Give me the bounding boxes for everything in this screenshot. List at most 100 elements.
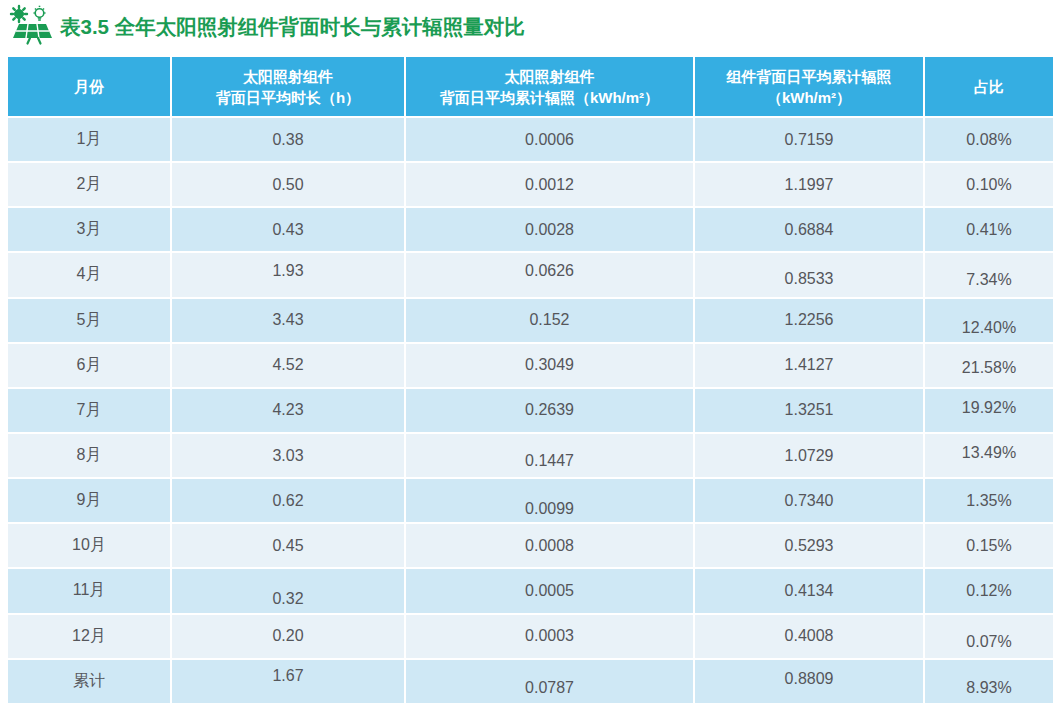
value-cell: 0.07% — [925, 615, 1053, 658]
cell-value: 3.03 — [272, 447, 303, 465]
month-cell: 10月 — [8, 524, 170, 567]
cell-value: 0.8809 — [785, 670, 834, 688]
row-label: 7月 — [77, 400, 102, 421]
cell-value: 0.6884 — [785, 221, 834, 239]
value-cell: 12.40% — [925, 299, 1053, 342]
value-cell: 1.4127 — [695, 344, 923, 387]
value-cell: 3.43 — [172, 299, 404, 342]
value-cell: 19.92% — [925, 389, 1053, 432]
cell-value: 3.43 — [272, 311, 303, 329]
cell-value: 7.34% — [966, 271, 1011, 289]
cell-value: 0.0003 — [525, 627, 574, 645]
value-cell: 0.8809 — [695, 660, 923, 703]
month-cell: 6月 — [8, 344, 170, 387]
cell-value: 0.62 — [272, 492, 303, 510]
value-cell: 0.08% — [925, 118, 1053, 161]
value-cell: 1.35% — [925, 479, 1053, 522]
row-label: 9月 — [77, 490, 102, 511]
cell-value: 1.4127 — [785, 356, 834, 374]
cell-value: 1.0729 — [785, 447, 834, 465]
month-cell: 累计 — [8, 660, 170, 703]
row-label: 4月 — [77, 264, 102, 285]
cell-value: 0.0005 — [525, 582, 574, 600]
value-cell: 0.152 — [406, 299, 693, 342]
cell-value: 0.0787 — [525, 679, 574, 697]
value-cell: 0.0006 — [406, 118, 693, 161]
value-cell: 1.67 — [172, 660, 404, 703]
value-cell: 0.0099 — [406, 479, 693, 522]
cell-value: 0.08% — [966, 131, 1011, 149]
value-cell: 3.03 — [172, 434, 404, 477]
value-cell: 0.15% — [925, 524, 1053, 567]
cell-value: 0.0008 — [525, 537, 574, 555]
cell-value: 0.0099 — [525, 500, 574, 518]
row-label: 6月 — [77, 355, 102, 376]
value-cell: 0.0008 — [406, 524, 693, 567]
cell-value: 4.23 — [272, 401, 303, 419]
value-cell: 0.32 — [172, 569, 404, 612]
cell-value: 1.1997 — [785, 176, 834, 194]
cell-value: 0.5293 — [785, 537, 834, 555]
row-label: 10月 — [72, 535, 106, 556]
value-cell: 13.49% — [925, 434, 1053, 477]
value-cell: 4.23 — [172, 389, 404, 432]
row-label: 8月 — [77, 445, 102, 466]
month-cell: 1月 — [8, 118, 170, 161]
column-header: 组件背面日平均累计辐照 （kWh/m²） — [695, 57, 923, 116]
cell-value: 13.49% — [962, 444, 1016, 462]
value-cell: 0.3049 — [406, 344, 693, 387]
cell-value: 0.15% — [966, 537, 1011, 555]
cell-value: 21.58% — [962, 359, 1016, 377]
cell-value: 0.0028 — [525, 221, 574, 239]
value-cell: 0.8533 — [695, 253, 923, 296]
cell-value: 1.35% — [966, 492, 1011, 510]
table-title: 表3.5 全年太阳照射组件背面时长与累计辐照量对比 — [8, 4, 525, 49]
month-cell: 11月 — [8, 569, 170, 612]
month-cell: 8月 — [8, 434, 170, 477]
month-cell: 4月 — [8, 253, 170, 296]
row-label: 3月 — [77, 219, 102, 240]
value-cell: 0.20 — [172, 615, 404, 658]
month-cell: 2月 — [8, 163, 170, 206]
value-cell: 0.41% — [925, 208, 1053, 251]
cell-value: 1.3251 — [785, 401, 834, 419]
value-cell: 4.52 — [172, 344, 404, 387]
cell-value: 0.4134 — [785, 582, 834, 600]
value-cell: 0.1447 — [406, 434, 693, 477]
value-cell: 7.34% — [925, 253, 1053, 296]
month-cell: 5月 — [8, 299, 170, 342]
value-cell: 0.10% — [925, 163, 1053, 206]
cell-value: 0.38 — [272, 131, 303, 149]
value-cell: 21.58% — [925, 344, 1053, 387]
cell-value: 8.93% — [966, 679, 1011, 697]
cell-value: 0.41% — [966, 221, 1011, 239]
value-cell: 0.4008 — [695, 615, 923, 658]
data-table: 月份太阳照射组件 背面日平均时长（h）太阳照射组件 背面日平均累计辐照（kWh/… — [8, 57, 1053, 703]
value-cell: 0.12% — [925, 569, 1053, 612]
value-cell: 0.43 — [172, 208, 404, 251]
solar-panel-icon — [8, 4, 56, 49]
column-header: 太阳照射组件 背面日平均累计辐照（kWh/m²） — [406, 57, 693, 116]
cell-value: 1.67 — [272, 667, 303, 685]
column-header: 月份 — [8, 57, 170, 116]
month-cell: 3月 — [8, 208, 170, 251]
value-cell: 0.0626 — [406, 253, 693, 296]
cell-value: 1.93 — [272, 262, 303, 280]
value-cell: 0.7159 — [695, 118, 923, 161]
cell-value: 0.4008 — [785, 627, 834, 645]
value-cell: 0.5293 — [695, 524, 923, 567]
month-cell: 7月 — [8, 389, 170, 432]
value-cell: 8.93% — [925, 660, 1053, 703]
value-cell: 0.62 — [172, 479, 404, 522]
column-header: 占比 — [925, 57, 1053, 116]
cell-value: 0.20 — [272, 627, 303, 645]
value-cell: 1.93 — [172, 253, 404, 296]
value-cell: 0.50 — [172, 163, 404, 206]
value-cell: 1.0729 — [695, 434, 923, 477]
cell-value: 0.45 — [272, 537, 303, 555]
table-title-text: 表3.5 全年太阳照射组件背面时长与累计辐照量对比 — [60, 13, 525, 41]
row-label: 1月 — [77, 129, 102, 150]
column-header: 太阳照射组件 背面日平均时长（h） — [172, 57, 404, 116]
cell-value: 0.2639 — [525, 401, 574, 419]
value-cell: 1.2256 — [695, 299, 923, 342]
